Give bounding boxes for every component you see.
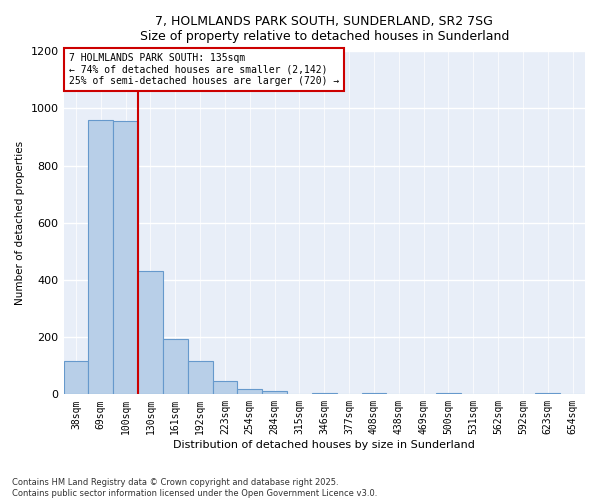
Bar (212, 381, 238, 394)
Bar (88, 120, 113, 394)
X-axis label: Distribution of detached houses by size in Sunderland: Distribution of detached houses by size … (173, 440, 475, 450)
Text: Contains HM Land Registry data © Crown copyright and database right 2025.
Contai: Contains HM Land Registry data © Crown c… (12, 478, 377, 498)
Bar (436, 393, 461, 394)
Bar (312, 393, 337, 394)
Bar (64, 360, 88, 394)
Bar (238, 390, 262, 394)
Y-axis label: Number of detached properties: Number of detached properties (15, 140, 25, 305)
Bar (163, 339, 188, 394)
Bar (262, 390, 287, 394)
Bar (113, 121, 138, 394)
Title: 7, HOLMLANDS PARK SOUTH, SUNDERLAND, SR2 7SG
Size of property relative to detach: 7, HOLMLANDS PARK SOUTH, SUNDERLAND, SR2… (140, 15, 509, 43)
Bar (188, 361, 212, 394)
Bar (535, 393, 560, 394)
Bar (138, 272, 163, 394)
Text: 7 HOLMLANDS PARK SOUTH: 135sqm
← 74% of detached houses are smaller (2,142)
25% : 7 HOLMLANDS PARK SOUTH: 135sqm ← 74% of … (69, 53, 339, 86)
